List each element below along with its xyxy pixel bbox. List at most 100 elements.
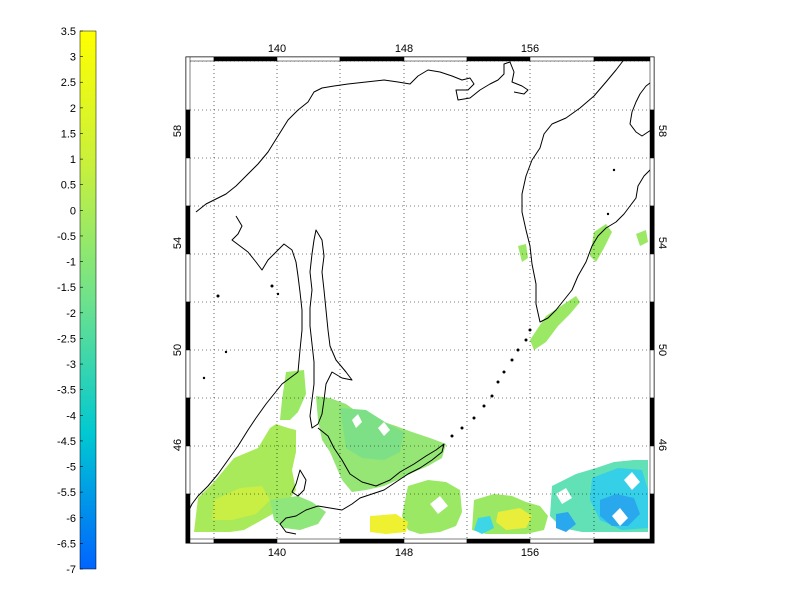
frame-segment bbox=[593, 538, 655, 544]
coast-amur bbox=[231, 215, 303, 373]
frame-segment bbox=[593, 56, 655, 62]
frame-segment bbox=[649, 157, 655, 207]
colorbar-tick-label: -3.5 bbox=[57, 385, 76, 397]
data-patch-pacific-a bbox=[402, 480, 462, 534]
coast-kamchatka-east bbox=[629, 79, 655, 137]
colorbar-tick-label: 1 bbox=[70, 154, 76, 166]
lat-labels-left: 58 54 50 46 bbox=[172, 125, 184, 451]
lat-label-left: 46 bbox=[172, 439, 184, 451]
frame-segment bbox=[185, 493, 191, 544]
lat-labels-right: 58 54 50 46 bbox=[656, 125, 668, 451]
coast-hokkaido bbox=[279, 427, 445, 535]
frame-ticks bbox=[185, 56, 655, 544]
frame-segment bbox=[213, 538, 278, 544]
frame-segment bbox=[276, 56, 341, 62]
data-patch-hokkaido-w bbox=[270, 496, 326, 530]
colorbar-tick-label: -0.5 bbox=[57, 231, 76, 243]
frame-segment bbox=[213, 56, 278, 62]
colorbar-tick-label: -4.5 bbox=[57, 436, 76, 448]
data-patch-kamchatka-w bbox=[518, 244, 528, 262]
lon-label-top: 148 bbox=[395, 43, 413, 55]
colorbar-tick-label: -6.5 bbox=[57, 538, 76, 550]
coast-sakhalin bbox=[309, 229, 353, 429]
frame-segment bbox=[649, 253, 655, 303]
frame-segment bbox=[185, 445, 191, 495]
frame-segment bbox=[466, 538, 531, 544]
colorbar-tick-label: -5.5 bbox=[57, 487, 76, 499]
colorbar-tick-label: -1.5 bbox=[57, 282, 76, 294]
colorbar-tick-label: -7 bbox=[66, 564, 76, 576]
colorbar-tick-label: -3 bbox=[66, 359, 76, 371]
colorbar-tick-label: -2.5 bbox=[57, 333, 76, 345]
lat-label-right: 58 bbox=[656, 125, 668, 137]
frame-segment bbox=[185, 349, 191, 399]
data-patch-kamchatka-e bbox=[590, 224, 612, 262]
colorbar: 3.5 3 2.5 2 1.5 1 0.5 0 -0.5 -1 -1.5 -2 -2.5 -3 -3.5 -4… bbox=[57, 26, 97, 576]
data-patch-east-blue2 bbox=[556, 512, 576, 532]
map-panel: 140 148 156 140 148 156 58 54 50 46 58 5… bbox=[172, 43, 668, 559]
coast-primorye bbox=[187, 371, 299, 513]
colorbar-tick-label: 2 bbox=[70, 103, 76, 115]
frame-segment bbox=[185, 301, 191, 351]
colorbar-tick-label: -2 bbox=[66, 308, 76, 320]
kuril-islands bbox=[202, 168, 616, 438]
frame-segment bbox=[403, 538, 468, 544]
colorbar-tick-label: -6 bbox=[66, 513, 76, 525]
coastlines bbox=[187, 56, 655, 535]
frame-segment bbox=[649, 301, 655, 351]
colorbar-tick-label: 1.5 bbox=[61, 128, 76, 140]
lon-label-bottom: 156 bbox=[521, 547, 539, 559]
frame-segment bbox=[649, 109, 655, 159]
lat-label-left: 50 bbox=[172, 344, 184, 356]
lon-label-top: 140 bbox=[268, 43, 286, 55]
data-patch-pacific-yellow bbox=[370, 514, 408, 534]
colorbar-tick-label: 2.5 bbox=[61, 77, 76, 89]
lat-label-left: 58 bbox=[172, 125, 184, 137]
frame-segment bbox=[185, 253, 191, 303]
coast-mainland-north bbox=[195, 61, 529, 213]
frame-segment bbox=[403, 56, 468, 62]
frame-segment bbox=[649, 397, 655, 447]
frame-segment bbox=[185, 397, 191, 447]
data-patch-kamchatka-s bbox=[530, 296, 580, 350]
frame-segment bbox=[529, 538, 595, 544]
frame-segment bbox=[649, 205, 655, 255]
data-patch-tatar bbox=[280, 370, 306, 420]
colorbar-tick-label: -1 bbox=[66, 257, 76, 269]
frame-segment bbox=[185, 157, 191, 207]
lat-label-right: 46 bbox=[656, 439, 668, 451]
frame-segment bbox=[649, 445, 655, 495]
frame-segment bbox=[649, 349, 655, 399]
colorbar-ticks: 3.5 3 2.5 2 1.5 1 0.5 0 -0.5 -1 -1.5 -2 -2.5 -3 -3.5 -4… bbox=[57, 26, 83, 576]
colorbar-tick-label: 0 bbox=[70, 205, 76, 217]
frame-segment bbox=[339, 538, 405, 544]
frame-segment bbox=[185, 109, 191, 159]
lat-label-right: 54 bbox=[656, 237, 668, 249]
lon-labels-top: 140 148 156 bbox=[268, 43, 539, 55]
data-patch-pacific-b-yellow bbox=[496, 508, 532, 530]
frame-segment bbox=[276, 538, 341, 544]
data-patch-pacific-b-cyan bbox=[474, 516, 494, 534]
coast-kamchatka bbox=[521, 56, 655, 323]
frame-segment bbox=[649, 493, 655, 544]
frame-segment bbox=[185, 56, 191, 111]
data-gaps bbox=[306, 414, 640, 526]
colorbar-tick-label: 0.5 bbox=[61, 180, 76, 192]
data-field bbox=[194, 224, 648, 534]
frame-segment bbox=[339, 56, 405, 62]
lat-label-left: 54 bbox=[172, 237, 184, 249]
data-patch-kamchatka-ne bbox=[636, 230, 648, 246]
colorbar-gradient bbox=[79, 30, 97, 570]
lon-label-bottom: 148 bbox=[395, 547, 413, 559]
lon-label-bottom: 140 bbox=[268, 547, 286, 559]
frame-segment bbox=[466, 56, 531, 62]
colorbar-tick-label: -4 bbox=[66, 410, 76, 422]
lon-label-top: 156 bbox=[521, 43, 539, 55]
colorbar-tick-label: 3 bbox=[70, 52, 76, 64]
data-patch-west-yellow bbox=[212, 486, 270, 520]
frame-segment bbox=[529, 56, 595, 62]
frame-segment bbox=[649, 56, 655, 111]
colorbar-tick-label: 3.5 bbox=[61, 26, 76, 38]
lat-label-right: 50 bbox=[656, 344, 668, 356]
